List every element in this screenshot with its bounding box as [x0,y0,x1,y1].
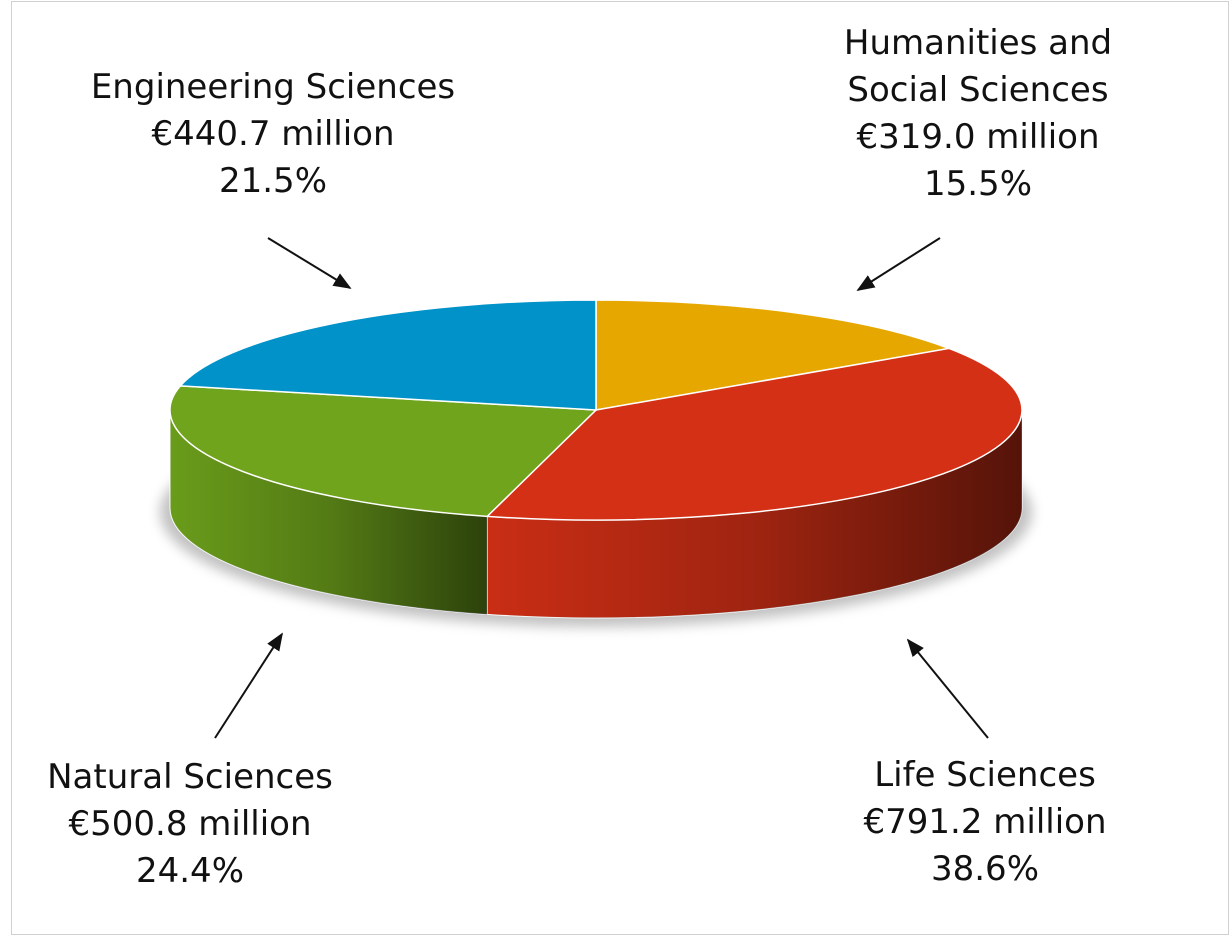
value-label: €440.7 million [151,114,395,154]
slice-label: Natural Sciences €500.8 million 24.4% [25,754,355,895]
share-label: 21.5% [218,161,327,201]
category-label: Natural Sciences [47,757,333,797]
arrow [214,632,283,739]
share-label: 15.5% [923,164,1032,204]
chart-frame [11,1,1229,935]
slice-label: Engineering Sciences €440.7 million 21.5% [53,64,493,205]
value-label: €791.2 million [863,802,1107,842]
slice [595,299,952,411]
category-label: Engineering Sciences [90,67,456,107]
value-label: €500.8 million [68,804,312,844]
arrow [267,237,352,289]
arrows [214,237,989,739]
arrow [906,638,989,739]
slice-side-shade [170,410,488,615]
category-label: Life Sciences [874,755,1096,795]
value-label: €319.0 million [856,117,1100,157]
slice-side-shade [487,410,1023,618]
pie-tops [169,299,1023,521]
share-label: 24.4% [135,851,244,891]
slice-label: Life Sciences €791.2 million 38.6% [820,752,1150,893]
category-label: Humanities and Social Sciences [843,23,1113,110]
slice [169,385,598,518]
slice [485,347,1023,521]
share-label: 38.6% [930,849,1039,889]
slice-label: Humanities and Social Sciences €319.0 mil… [813,20,1143,208]
slice [178,299,597,411]
pie-sides [169,409,1023,619]
arrow [856,237,941,291]
